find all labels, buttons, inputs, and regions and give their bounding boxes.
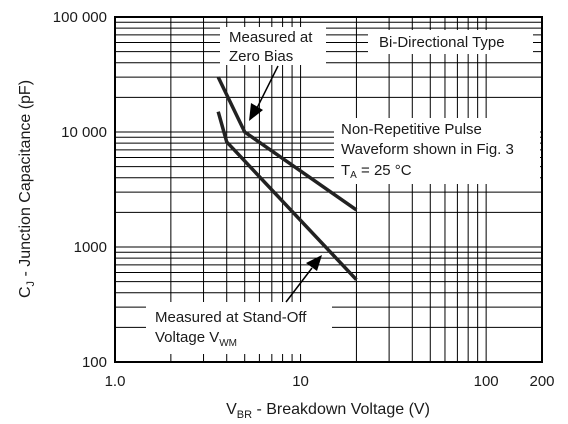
arrow-zero-bias bbox=[249, 65, 279, 121]
annotation-pulse-line1: Non-Repetitive Pulse bbox=[341, 121, 482, 138]
annotation-standoff-box bbox=[146, 302, 332, 354]
series-line-2 bbox=[216, 111, 358, 281]
annotation-type-box bbox=[368, 30, 533, 54]
tick-labels: 1.0 10 100 200 100 1000 10 000 100 000 bbox=[53, 9, 555, 390]
x-axis-label: VBR - Breakdown Voltage (V) bbox=[226, 401, 430, 421]
annotation-zero-bias-line2: Zero Bias bbox=[229, 48, 293, 65]
series-line-1 bbox=[216, 76, 358, 212]
series-group bbox=[216, 76, 358, 281]
x-tick-label: 200 bbox=[529, 373, 554, 390]
grid bbox=[115, 17, 542, 362]
annotation-pulse-box bbox=[334, 118, 540, 184]
annotation-standoff-line2: Voltage VWM bbox=[155, 329, 237, 349]
y-tick-label: 100 000 bbox=[53, 9, 107, 26]
x-tick-label: 1.0 bbox=[105, 373, 126, 390]
x-tick-label: 100 bbox=[474, 373, 499, 390]
plot-frame bbox=[114, 16, 543, 363]
y-tick-label: 100 bbox=[82, 354, 107, 371]
arrow-standoff bbox=[285, 255, 322, 303]
annotation-zero-bias-box bbox=[220, 27, 326, 65]
y-axis-label: CJ - Junction Capacitance (pF) bbox=[17, 80, 37, 298]
y-tick-label: 10 000 bbox=[61, 124, 107, 141]
annotation-type-label: Bi-Directional Type bbox=[379, 34, 505, 51]
annotation-pulse-line2: Waveform shown in Fig. 3 bbox=[341, 141, 514, 158]
annotation-standoff-line1: Measured at Stand-Off bbox=[155, 309, 307, 326]
x-tick-label: 10 bbox=[292, 373, 309, 390]
annotation-zero-bias-line1: Measured at bbox=[229, 29, 313, 46]
y-tick-label: 1000 bbox=[74, 239, 107, 256]
annotation-pulse-line3: TA = 25 °C bbox=[341, 162, 412, 181]
